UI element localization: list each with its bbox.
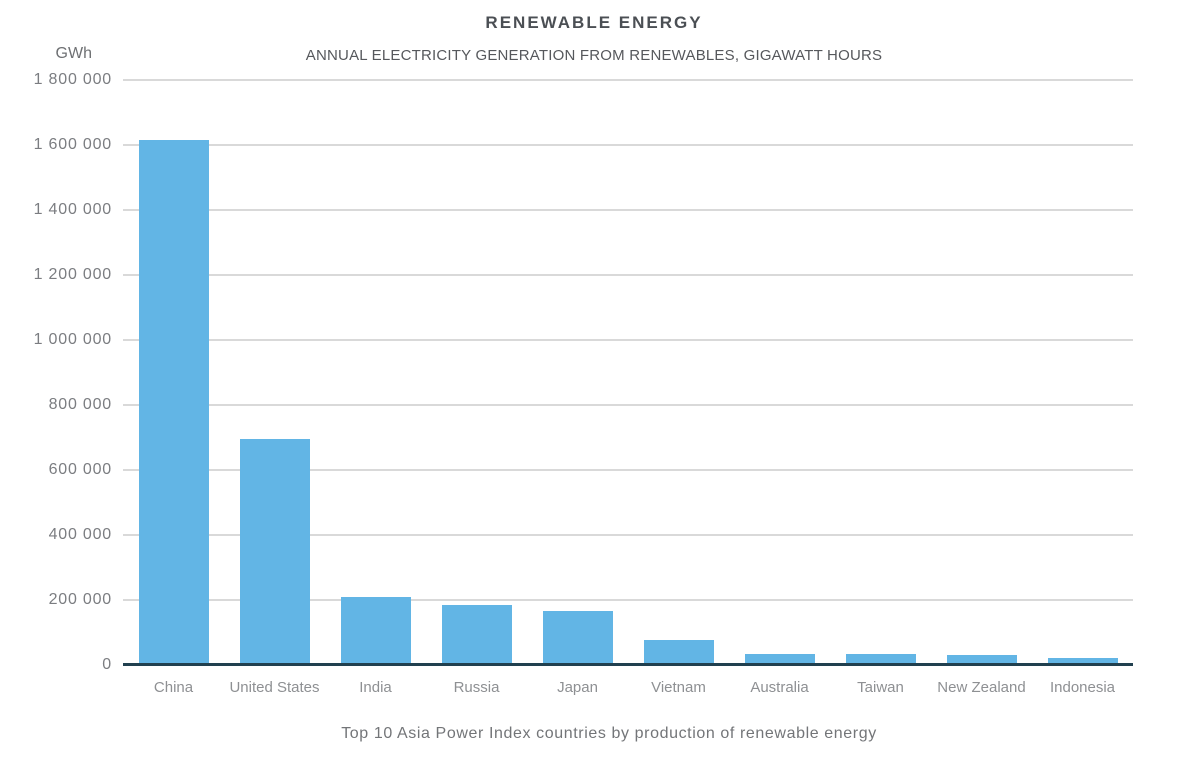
chart-title: RENEWABLE ENERGY [485,13,703,32]
gridline [123,274,1133,276]
bar [643,640,714,665]
bar [946,655,1017,665]
y-tick-label: 600 000 [48,461,112,478]
gridline [123,144,1133,146]
x-axis-label: New Zealand [937,679,1026,696]
gridline [123,469,1133,471]
y-tick-label: 1 400 000 [33,201,112,218]
chart-caption: Top 10 Asia Power Index countries by pro… [341,725,877,742]
x-axis-label: Vietnam [651,679,706,696]
x-axis-label: Taiwan [857,679,904,696]
gridline [123,404,1133,406]
bar [1047,658,1118,665]
chart-subtitle: ANNUAL ELECTRICITY GENERATION FROM RENEW… [305,47,883,64]
bar [441,605,512,665]
gridline [123,339,1133,341]
bar [138,140,209,665]
x-axis-label: Australia [750,679,809,696]
gridline [123,599,1133,601]
y-tick-label: 200 000 [48,591,112,608]
bar [239,439,310,665]
x-axis-line [123,663,1133,666]
x-axis-label: India [359,679,392,696]
bar [744,654,815,665]
x-axis-label: Japan [557,679,598,696]
y-tick-label: 1 800 000 [33,71,112,88]
gridline [123,209,1133,211]
bar [340,597,411,665]
x-axis-label: China [153,679,194,696]
y-tick-label: 1 600 000 [33,136,112,153]
bar [845,654,916,665]
x-axis-label: United States [229,679,320,696]
gridline [123,79,1133,81]
x-axis-label: Russia [453,679,500,696]
y-axis-unit-label: GWh [55,45,92,62]
bar [542,611,613,665]
y-tick-label: 1 000 000 [33,331,112,348]
y-tick-label: 0 [102,656,112,673]
y-tick-label: 1 200 000 [33,266,112,283]
y-tick-label: 400 000 [48,526,112,543]
x-axis-label: Indonesia [1049,679,1116,696]
gridline [123,534,1133,536]
y-tick-label: 800 000 [48,396,112,413]
